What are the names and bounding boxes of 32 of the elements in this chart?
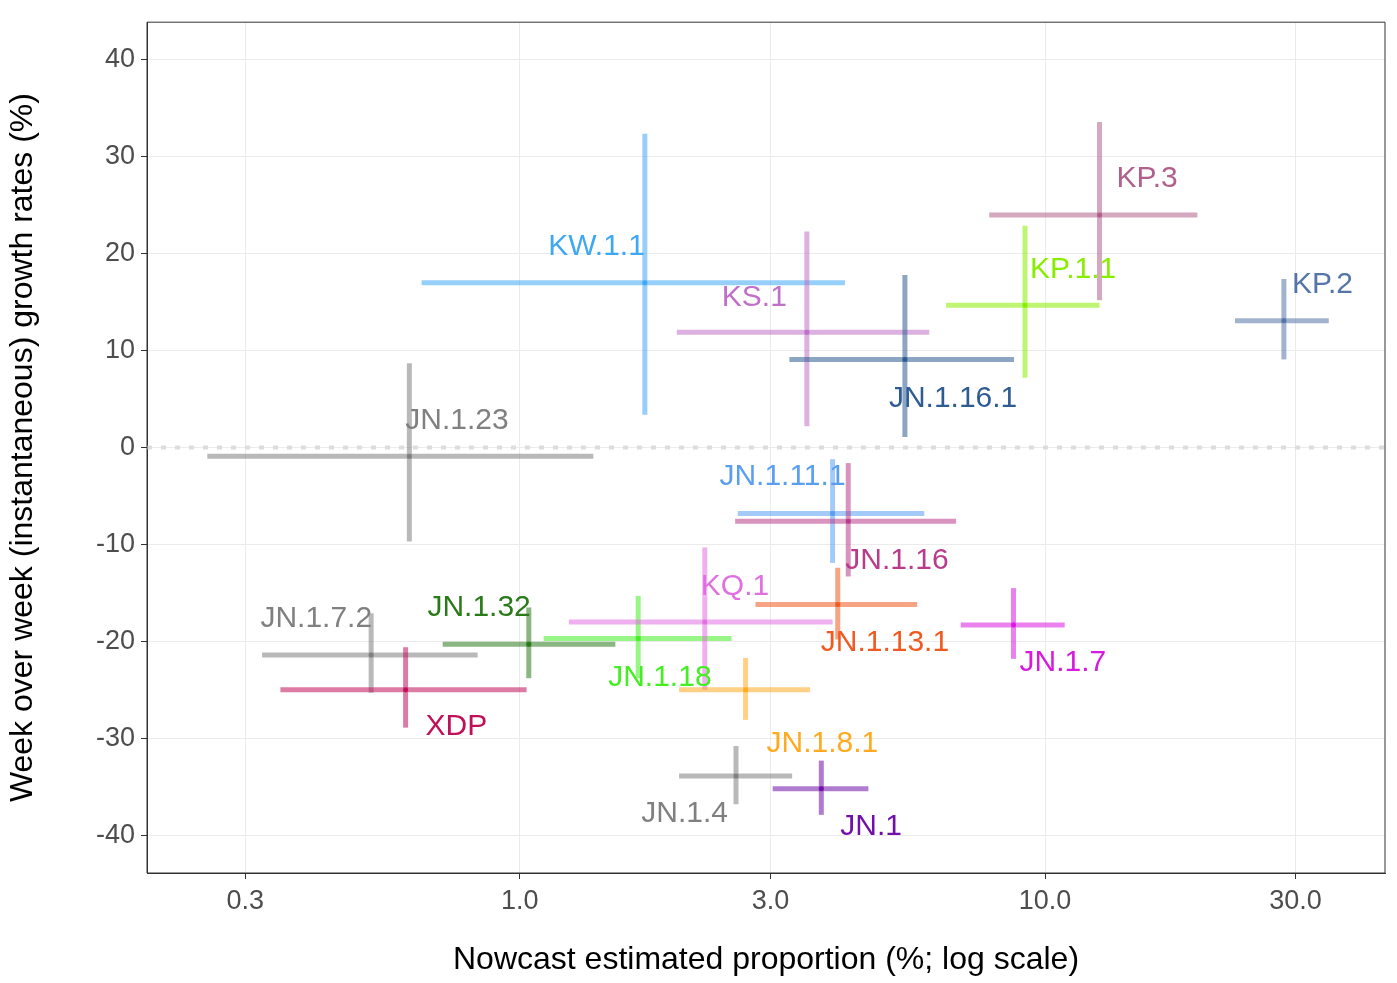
y-tick-label: 0 — [119, 431, 135, 462]
y-tick-label: -10 — [95, 527, 135, 558]
text: JN.1.16 — [845, 541, 949, 575]
y-tick-label: 30 — [104, 140, 135, 171]
y-axis-title: Week over week (instantaneous) growth rates (%) — [3, 93, 40, 803]
text: JN.1.4 — [641, 795, 729, 829]
text: XDP — [425, 708, 488, 742]
text: JN.1.32 — [427, 588, 531, 622]
x-tick-label: 0.3 — [226, 884, 265, 915]
text: JN.1.18 — [608, 658, 712, 692]
x-tick-label: 10.0 — [1018, 884, 1072, 915]
text: KP.2 — [1291, 265, 1354, 299]
y-tick-label: 20 — [104, 237, 135, 268]
x-tick-label: 3.0 — [751, 884, 790, 915]
x-tick-label: 1.0 — [501, 884, 539, 915]
text: KP.1.1 — [1030, 251, 1117, 285]
text: KW.1.1 — [548, 228, 645, 262]
x-tick-label: 30.0 — [1269, 884, 1322, 915]
y-tick-label: -20 — [95, 624, 135, 655]
y-tick-label: -30 — [95, 721, 135, 752]
text: JN.1.13.1 — [820, 623, 950, 657]
y-tick-label: -40 — [95, 818, 135, 849]
text: JN.1.7.2 — [260, 600, 373, 634]
y-tick-label: 40 — [104, 43, 135, 74]
y-tick-label: 10 — [104, 334, 135, 365]
text: JN.1.16.1 — [888, 379, 1018, 413]
text: JN.1 — [840, 807, 902, 841]
text: JN.1.8.1 — [766, 725, 879, 759]
text: KS.1 — [721, 278, 787, 312]
text: KP.3 — [1116, 160, 1178, 194]
x-axis-title: Nowcast estimated proportion (%; log scale) — [452, 939, 1080, 976]
text: JN.1.7 — [1019, 644, 1107, 678]
